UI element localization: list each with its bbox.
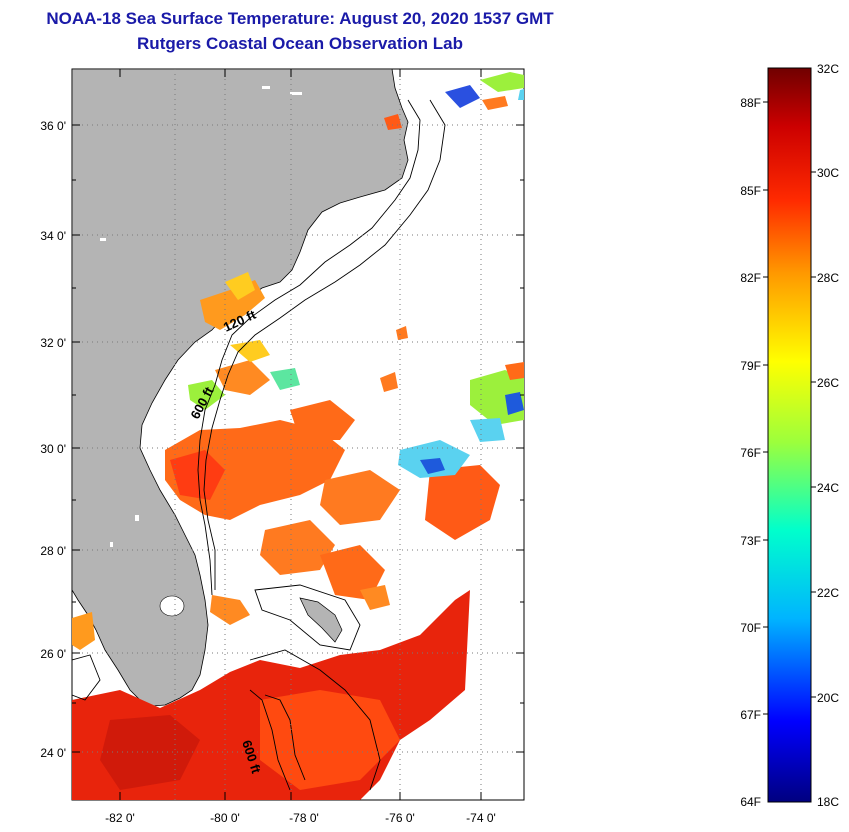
celsius-label: 22C — [817, 586, 839, 600]
latitude-labels: 36 0' 34 0' 32 0' 30 0' 28 0' 26 0' 24 0… — [40, 119, 66, 760]
lon-label: -80 0' — [210, 811, 240, 825]
lat-label: 36 0' — [40, 119, 66, 133]
colorbar — [767, 67, 812, 803]
fahrenheit-label: 76F — [740, 446, 761, 460]
lon-label: -76 0' — [385, 811, 415, 825]
fahrenheit-label: 70F — [740, 621, 761, 635]
celsius-label: 18C — [817, 795, 839, 809]
fahrenheit-label: 67F — [740, 708, 761, 722]
lat-label: 28 0' — [40, 544, 66, 558]
map-title: NOAA-18 Sea Surface Temperature: August … — [46, 9, 554, 28]
graticule — [72, 69, 524, 800]
fahrenheit-label: 64F — [740, 795, 761, 809]
colorbar-celsius-labels: 32C 30C 28C 26C 24C 22C 20C 18C — [817, 62, 839, 809]
map-subtitle: Rutgers Coastal Ocean Observation Lab — [137, 34, 463, 53]
fahrenheit-label: 79F — [740, 359, 761, 373]
lon-label: -78 0' — [289, 811, 319, 825]
sst-observations — [72, 72, 524, 800]
celsius-label: 28C — [817, 271, 839, 285]
lon-label: -74 0' — [466, 811, 496, 825]
celsius-label: 24C — [817, 481, 839, 495]
longitude-labels: -82 0' -80 0' -78 0' -76 0' -74 0' — [105, 811, 496, 825]
lake-okeechobee — [159, 595, 185, 617]
fahrenheit-label: 82F — [740, 271, 761, 285]
celsius-label: 20C — [817, 691, 839, 705]
celsius-label: 30C — [817, 166, 839, 180]
celsius-label: 32C — [817, 62, 839, 76]
celsius-label: 26C — [817, 376, 839, 390]
lon-label: -82 0' — [105, 811, 135, 825]
axis-ticks — [72, 69, 524, 800]
lat-label: 26 0' — [40, 647, 66, 661]
colorbar-fahrenheit-labels: 88F 85F 82F 79F 76F 73F 70F 67F 64F — [740, 96, 761, 809]
lat-label: 30 0' — [40, 442, 66, 456]
colorbar-ticks — [763, 101, 816, 715]
inland-lakes — [100, 86, 302, 547]
lat-label: 34 0' — [40, 229, 66, 243]
isobath-contours — [72, 99, 446, 791]
fahrenheit-label: 73F — [740, 534, 761, 548]
lat-label: 32 0' — [40, 336, 66, 350]
fahrenheit-label: 85F — [740, 184, 761, 198]
lat-label: 24 0' — [40, 746, 66, 760]
fahrenheit-label: 88F — [740, 96, 761, 110]
map-area: 120 ft 600 ft 600 ft — [72, 69, 524, 800]
